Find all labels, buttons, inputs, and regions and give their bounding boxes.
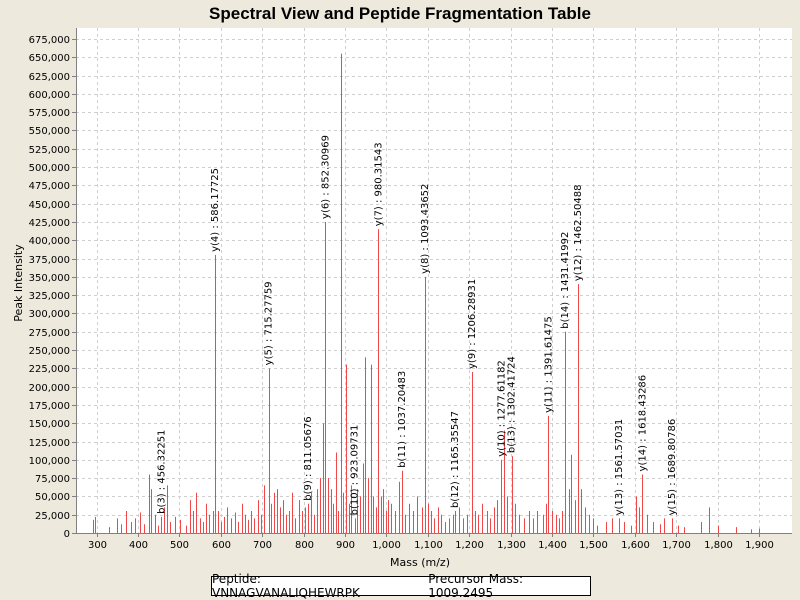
peak-annotation: y(5) : 715.27759 [264, 281, 275, 365]
y-tick-label: 575,000 [29, 108, 70, 119]
peak-annotation: y(12) : 1462.50488 [573, 185, 584, 282]
peak-series [93, 53, 760, 533]
x-tick-label: 1,400 [538, 540, 567, 551]
axes: 0 25,000 50,000 75,000 100,000 125,000 150,000… [29, 28, 792, 551]
y-tick-label: 400,000 [29, 236, 70, 247]
peptide-label: Peptide: VNNAGVANALIQHEWRPK [212, 572, 360, 600]
peak-annotation: b(10) : 923.09731 [350, 425, 361, 516]
x-tick-label: 500 [170, 540, 189, 551]
x-tick-label: 1,700 [662, 540, 691, 551]
y-tick-label: 150,000 [29, 419, 70, 430]
x-tick-label: 1,100 [414, 540, 443, 551]
peptide-info-box: Peptide: VNNAGVANALIQHEWRPK Precursor Ma… [211, 572, 591, 600]
y-tick-label: 525,000 [29, 145, 70, 156]
peak-annotation: y(9) : 1206.28931 [467, 279, 478, 369]
y-tick-label: 275,000 [29, 328, 70, 339]
peak-annotation: y(11) : 1391.61475 [543, 316, 554, 413]
grid-lines [76, 28, 792, 533]
peak-annotation: y(13) : 1561.57031 [614, 419, 625, 516]
x-tick-label: 700 [253, 540, 272, 551]
y-tick-label: 450,000 [29, 200, 70, 211]
x-tick-label: 800 [295, 540, 314, 551]
x-tick-label: 1,200 [455, 540, 484, 551]
peak-annotation: y(4) : 586.17725 [210, 168, 221, 252]
x-tick-label: 1,000 [372, 540, 401, 551]
y-tick-label: 375,000 [29, 255, 70, 266]
peak-annotation: y(14) : 1618.43286 [637, 375, 648, 472]
x-tick-label: 400 [129, 540, 148, 551]
peak-annotation: y(8) : 1093.43652 [420, 184, 431, 274]
y-tick-label: 650,000 [29, 53, 70, 64]
peak-annotation: b(12) : 1165.35547 [450, 411, 461, 508]
x-tick-label: 1,300 [497, 540, 526, 551]
precursor-mass-label: Precursor Mass: 1009.2495 [428, 572, 524, 600]
peak-annotation: y(7) : 980.31543 [373, 142, 384, 226]
x-tick-label: 1,900 [745, 540, 774, 551]
plot-area [76, 28, 792, 533]
y-tick-label: 425,000 [29, 218, 70, 229]
y-tick-label: 125,000 [29, 438, 70, 449]
y-tick-label: 25,000 [35, 511, 70, 522]
peak-annotation: b(14) : 1431.41992 [560, 232, 571, 329]
y-tick-label: 550,000 [29, 126, 70, 137]
chart-title: Spectral View and Peptide Fragmentation … [209, 4, 591, 23]
y-tick-label: 100,000 [29, 456, 70, 467]
y-tick-label: 625,000 [29, 72, 70, 83]
peak-annotation: b(13) : 1302.41724 [507, 356, 518, 453]
x-tick-label: 1,500 [579, 540, 608, 551]
x-tick-label: 600 [212, 540, 231, 551]
peak-annotation: b(3) : 456.32251 [156, 430, 167, 514]
x-axis-label: Mass (m/z) [390, 556, 450, 569]
y-tick-label: 600,000 [29, 90, 70, 101]
peak-annotation: b(9) : 811.05676 [303, 416, 314, 500]
peak-annotation: y(10) : 1277.61182 [496, 360, 507, 457]
y-tick-label: 200,000 [29, 383, 70, 394]
x-tick-label: 1,600 [621, 540, 650, 551]
peak-annotations: b(3) : 456.32251 y(4) : 586.17725 y(5) : 7… [156, 135, 678, 515]
peak-annotation: b(11) : 1037.20483 [397, 371, 408, 468]
y-tick-label: 225,000 [29, 364, 70, 375]
x-tick-label: 1,800 [704, 540, 733, 551]
y-tick-label: 500,000 [29, 163, 70, 174]
y-tick-label: 250,000 [29, 346, 70, 357]
x-tick-label: 300 [88, 540, 107, 551]
x-tick-label: 900 [336, 540, 355, 551]
y-axis-label: Peak Intensity [12, 244, 25, 322]
y-tick-label: 300,000 [29, 309, 70, 320]
y-tick-label: 325,000 [29, 291, 70, 302]
y-tick-label: 75,000 [35, 474, 70, 485]
y-tick-label: 675,000 [29, 35, 70, 46]
y-tick-label: 0 [64, 529, 70, 540]
y-tick-label: 175,000 [29, 401, 70, 412]
y-tick-label: 50,000 [35, 492, 70, 503]
peak-annotation: y(15) : 1689.80786 [667, 419, 678, 516]
y-tick-label: 475,000 [29, 181, 70, 192]
peak-annotation: y(6) : 852.30969 [320, 135, 331, 219]
y-tick-label: 350,000 [29, 273, 70, 284]
